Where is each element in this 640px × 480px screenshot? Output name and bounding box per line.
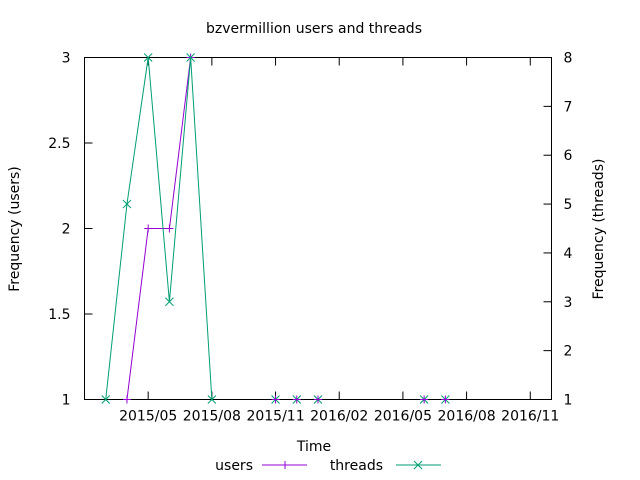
x-tick-label: 2016/02 bbox=[310, 409, 368, 425]
data-point bbox=[122, 395, 131, 404]
data-point bbox=[207, 395, 217, 404]
x-tick-label: 2016/08 bbox=[438, 409, 496, 425]
y-left-tick-labels: 1 1.5 2 2.5 3 bbox=[48, 51, 70, 409]
y-right-tick-label: 5 bbox=[564, 197, 573, 213]
legend-users-label: users bbox=[215, 458, 253, 474]
data-point bbox=[101, 395, 111, 404]
y-left-tick-label: 1 bbox=[62, 393, 71, 409]
x-tick-label: 2015/08 bbox=[183, 409, 241, 425]
x-tick-labels: 2015/05 2015/08 2015/11 2016/02 2016/05 2016/… bbox=[119, 409, 559, 425]
data-point bbox=[271, 395, 280, 404]
series-layer bbox=[101, 53, 450, 404]
legend-threads-glyph bbox=[413, 460, 423, 470]
x-axis-label: Time bbox=[296, 439, 331, 455]
y-left-axis-label: Frequency (users) bbox=[7, 166, 23, 292]
series-line bbox=[126, 57, 192, 400]
data-point bbox=[420, 395, 429, 404]
y-right-tick-label: 4 bbox=[564, 246, 573, 262]
axis-ticks bbox=[84, 57, 552, 400]
x-tick-label: 2015/05 bbox=[119, 409, 177, 425]
data-point bbox=[186, 53, 195, 62]
data-point bbox=[314, 395, 322, 404]
y-right-tick-label: 1 bbox=[564, 393, 573, 409]
y-right-tick-label: 8 bbox=[564, 51, 573, 67]
data-point bbox=[165, 297, 174, 307]
y-right-tick-label: 6 bbox=[564, 148, 573, 164]
y-left-tick-label: 1.5 bbox=[48, 307, 70, 323]
x-tick-label: 2016/11 bbox=[501, 409, 559, 425]
series-users bbox=[122, 53, 195, 404]
y-right-tick-label: 2 bbox=[564, 344, 573, 360]
series-extra-3 bbox=[271, 395, 450, 404]
chart-title: bzvermillion users and threads bbox=[206, 21, 422, 37]
series-threads bbox=[101, 53, 217, 404]
data-point bbox=[143, 53, 153, 62]
data-point bbox=[441, 395, 450, 404]
legend-users-glyph bbox=[281, 461, 289, 469]
legend-threads-marker bbox=[413, 460, 423, 470]
y-left-tick-label: 3 bbox=[62, 51, 71, 67]
legend-users-marker bbox=[281, 461, 289, 469]
data-point bbox=[122, 199, 132, 209]
y-right-tick-labels: 1 2 3 4 5 6 7 8 bbox=[564, 51, 573, 409]
y-right-tick-label: 3 bbox=[564, 295, 573, 311]
data-point bbox=[292, 395, 301, 404]
y-left-tick-label: 2.5 bbox=[48, 136, 70, 152]
data-point bbox=[165, 224, 174, 233]
x-tick-label: 2016/05 bbox=[374, 409, 432, 425]
data-point bbox=[144, 224, 153, 233]
x-tick-label: 2015/11 bbox=[246, 409, 304, 425]
legend: users threads bbox=[215, 458, 441, 474]
y-right-axis-label: Frequency (threads) bbox=[591, 159, 607, 300]
y-right-tick-label: 7 bbox=[564, 99, 573, 115]
series-line bbox=[105, 57, 213, 400]
y-left-tick-label: 2 bbox=[62, 222, 71, 238]
legend-threads-label: threads bbox=[330, 458, 383, 474]
